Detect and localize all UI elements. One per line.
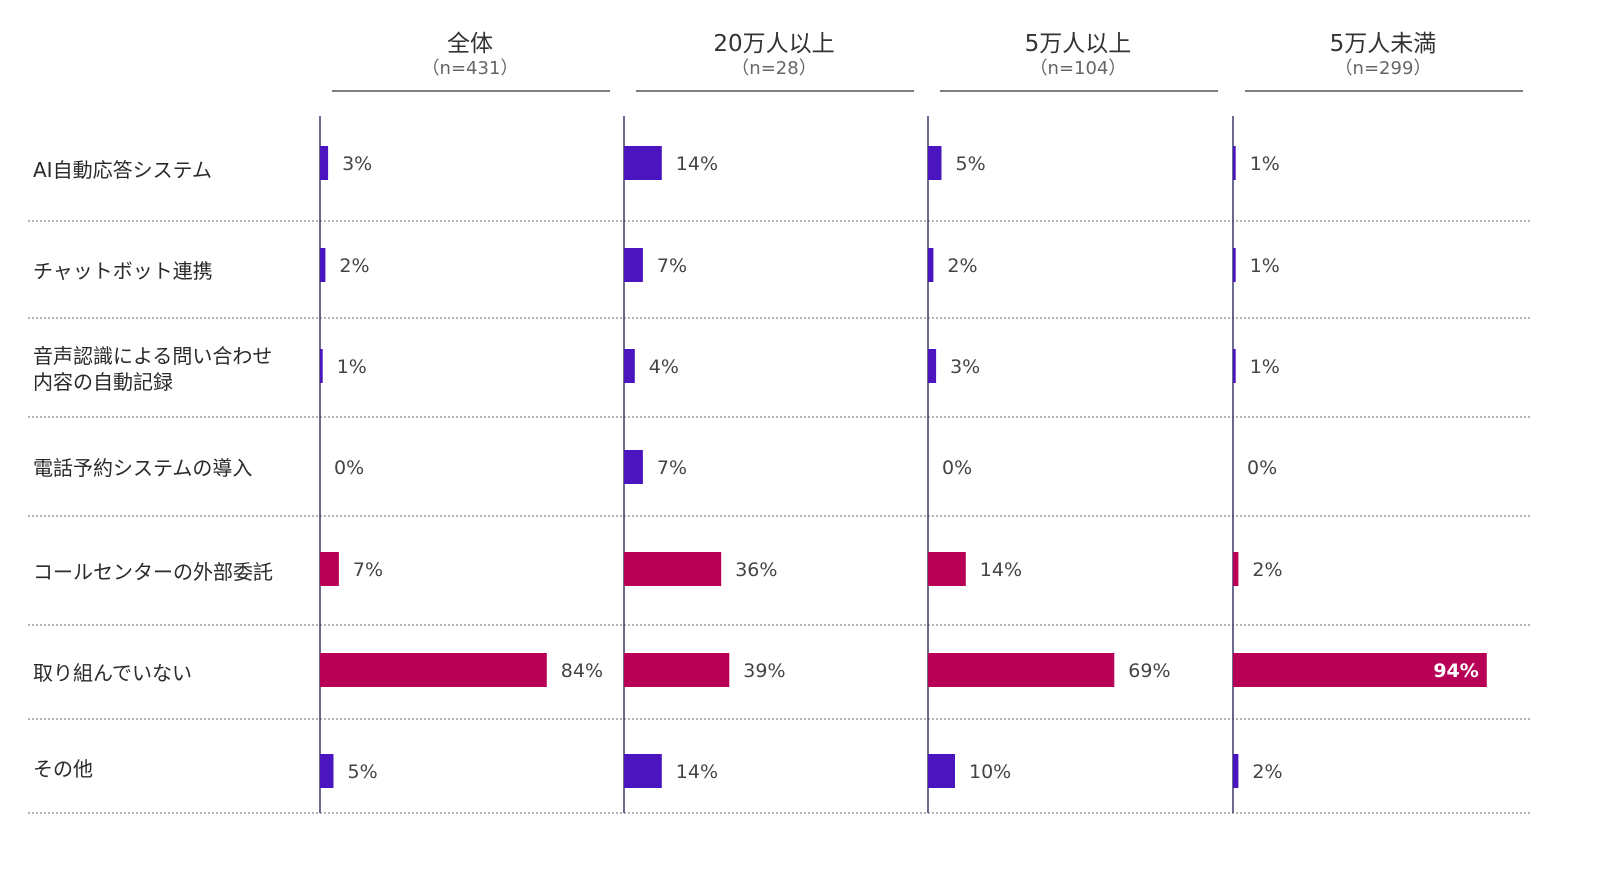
bar [320,552,339,586]
bar [1233,248,1236,282]
bar-value-label: 7% [353,559,383,581]
bar-value-label: 14% [676,761,718,783]
bar-value-label: 1% [1250,255,1280,277]
bar [928,653,1115,687]
bar [1233,552,1239,586]
bar-value-label: 1% [337,356,367,378]
category-label: 電話予約システムの導入 [33,456,253,480]
bar-value-label: 2% [1252,761,1282,783]
bar-value-label: 14% [676,153,718,175]
bar [1233,653,1487,687]
panel-title: 全体 [447,31,493,57]
bar [624,754,662,788]
bar-value-label: 7% [657,457,687,479]
bar [624,248,643,282]
bar-value-label: 2% [947,255,977,277]
bar [928,248,934,282]
bar-value-label: 69% [1128,660,1170,682]
bar-value-label: 5% [956,153,986,175]
bar [320,754,334,788]
bar [928,754,955,788]
bar [320,653,547,687]
bar [320,349,323,383]
bar-value-label: 3% [950,356,980,378]
bar-value-label: 1% [1250,153,1280,175]
bar-value-label: 4% [649,356,679,378]
bar-value-label: 0% [1247,457,1277,479]
bar [624,146,662,180]
bar [624,349,635,383]
bar-value-label: 1% [1250,356,1280,378]
bar [928,349,937,383]
bar [624,552,722,586]
panel-sample-size: （n=104） [1029,58,1127,79]
category-label: コールセンターの外部委託 [33,560,273,584]
bar-value-label: 14% [980,559,1022,581]
bar [320,248,326,282]
bar-value-label: 84% [561,660,603,682]
panel-title: 5万人未満 [1329,31,1437,57]
panel-sample-size: （n=28） [731,58,817,79]
bar [1233,754,1239,788]
panel-sample-size: （n=431） [421,58,519,79]
panel-title: 5万人以上 [1024,31,1132,57]
category-label: 取り組んでいない [33,661,192,685]
bar-value-label: 0% [334,457,364,479]
bar-value-label: 10% [969,761,1011,783]
category-label: その他 [33,757,93,781]
bar [1233,146,1236,180]
bar-value-label: 0% [942,457,972,479]
bar [624,450,643,484]
bar-value-label: 7% [657,255,687,277]
bar-value-label: 2% [1252,559,1282,581]
bar-value-label: 94% [1433,660,1478,682]
category-label: AI自動応答システム [33,158,212,182]
bar-value-label: 36% [735,559,777,581]
panel-sample-size: （n=299） [1334,58,1432,79]
bar-value-label: 5% [348,761,378,783]
bar-value-label: 2% [339,255,369,277]
bar [928,552,966,586]
bar [928,146,942,180]
bar-value-label: 3% [342,153,372,175]
bar [320,146,329,180]
bar [624,653,730,687]
category-label: チャットボット連携 [33,259,213,283]
panel-title: 20万人以上 [713,31,835,57]
category-label: 音声認識による問い合わせ 内容の自動記録 [33,344,273,394]
bar [1233,349,1236,383]
bar-value-label: 39% [743,660,785,682]
